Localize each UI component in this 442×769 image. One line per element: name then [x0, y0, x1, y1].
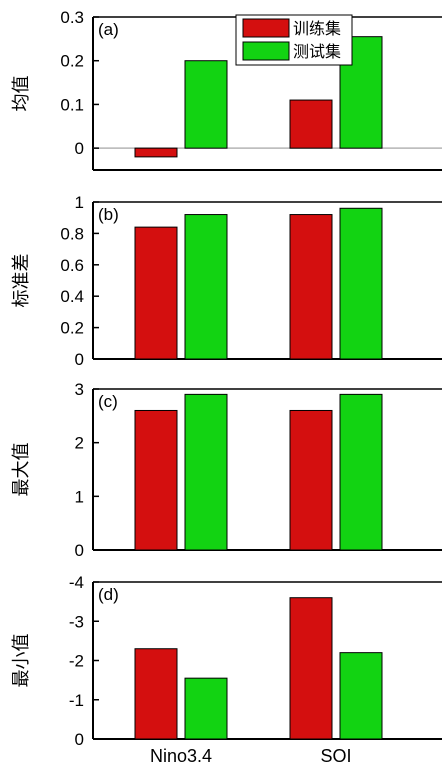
bar-train-nino34: [134, 147, 178, 158]
bar-test-nino34: [184, 60, 228, 149]
bar-test-nino34: [184, 677, 228, 740]
y-tick-label: 2: [75, 434, 84, 453]
y-tick-label: 0: [75, 350, 84, 369]
panel-label: (a): [98, 20, 119, 39]
y-tick-label: -2: [69, 652, 84, 671]
bar-train-soi: [289, 409, 333, 551]
y-axis-title: 最大值: [11, 443, 31, 497]
panel-label: (b): [98, 205, 119, 224]
y-tick-label: 0: [75, 730, 84, 749]
y-tick-label: -3: [69, 612, 84, 631]
y-tick-label: 0.6: [60, 256, 84, 275]
legend-label: 训练集: [293, 20, 341, 38]
bar-test-soi: [339, 652, 383, 740]
x-category-label: SOI: [320, 746, 351, 766]
y-tick-label: 0: [75, 139, 84, 158]
y-tick-label: 0: [75, 541, 84, 560]
y-tick-label: 1: [75, 487, 84, 506]
bar-train-nino34: [134, 409, 178, 551]
bar-test-nino34: [184, 214, 228, 360]
bar-train-soi: [289, 99, 333, 149]
y-tick-label: 0.2: [60, 52, 84, 71]
bar-train-soi: [289, 214, 333, 360]
bar-test-soi: [339, 36, 383, 149]
bar-test-soi: [339, 393, 383, 551]
legend-swatch-train: [242, 18, 290, 38]
y-tick-label: -4: [69, 573, 84, 592]
y-tick-label: -1: [69, 691, 84, 710]
panel-label: (c): [98, 392, 118, 411]
panel-label: (d): [98, 585, 119, 604]
y-axis-title: 最小值: [11, 634, 31, 688]
y-tick-label: 0.1: [60, 95, 84, 114]
bar-train-nino34: [134, 226, 178, 360]
y-tick-label: 0.2: [60, 319, 84, 338]
bar-test-nino34: [184, 393, 228, 551]
y-tick-label: 1: [75, 193, 84, 212]
legend-swatch-test: [242, 41, 290, 61]
bar-train-soi: [289, 597, 333, 740]
y-tick-label: 3: [75, 380, 84, 399]
y-axis-title: 均值: [11, 76, 31, 112]
y-axis-title: 标准差: [11, 254, 31, 308]
x-category-label: Nino3.4: [150, 746, 212, 766]
y-tick-label: 0.8: [60, 224, 84, 243]
bar-train-nino34: [134, 648, 178, 740]
y-tick-label: 0.3: [60, 8, 84, 27]
legend-label: 测试集: [293, 43, 341, 61]
y-tick-label: 0.4: [60, 287, 84, 306]
bar-test-soi: [339, 207, 383, 360]
